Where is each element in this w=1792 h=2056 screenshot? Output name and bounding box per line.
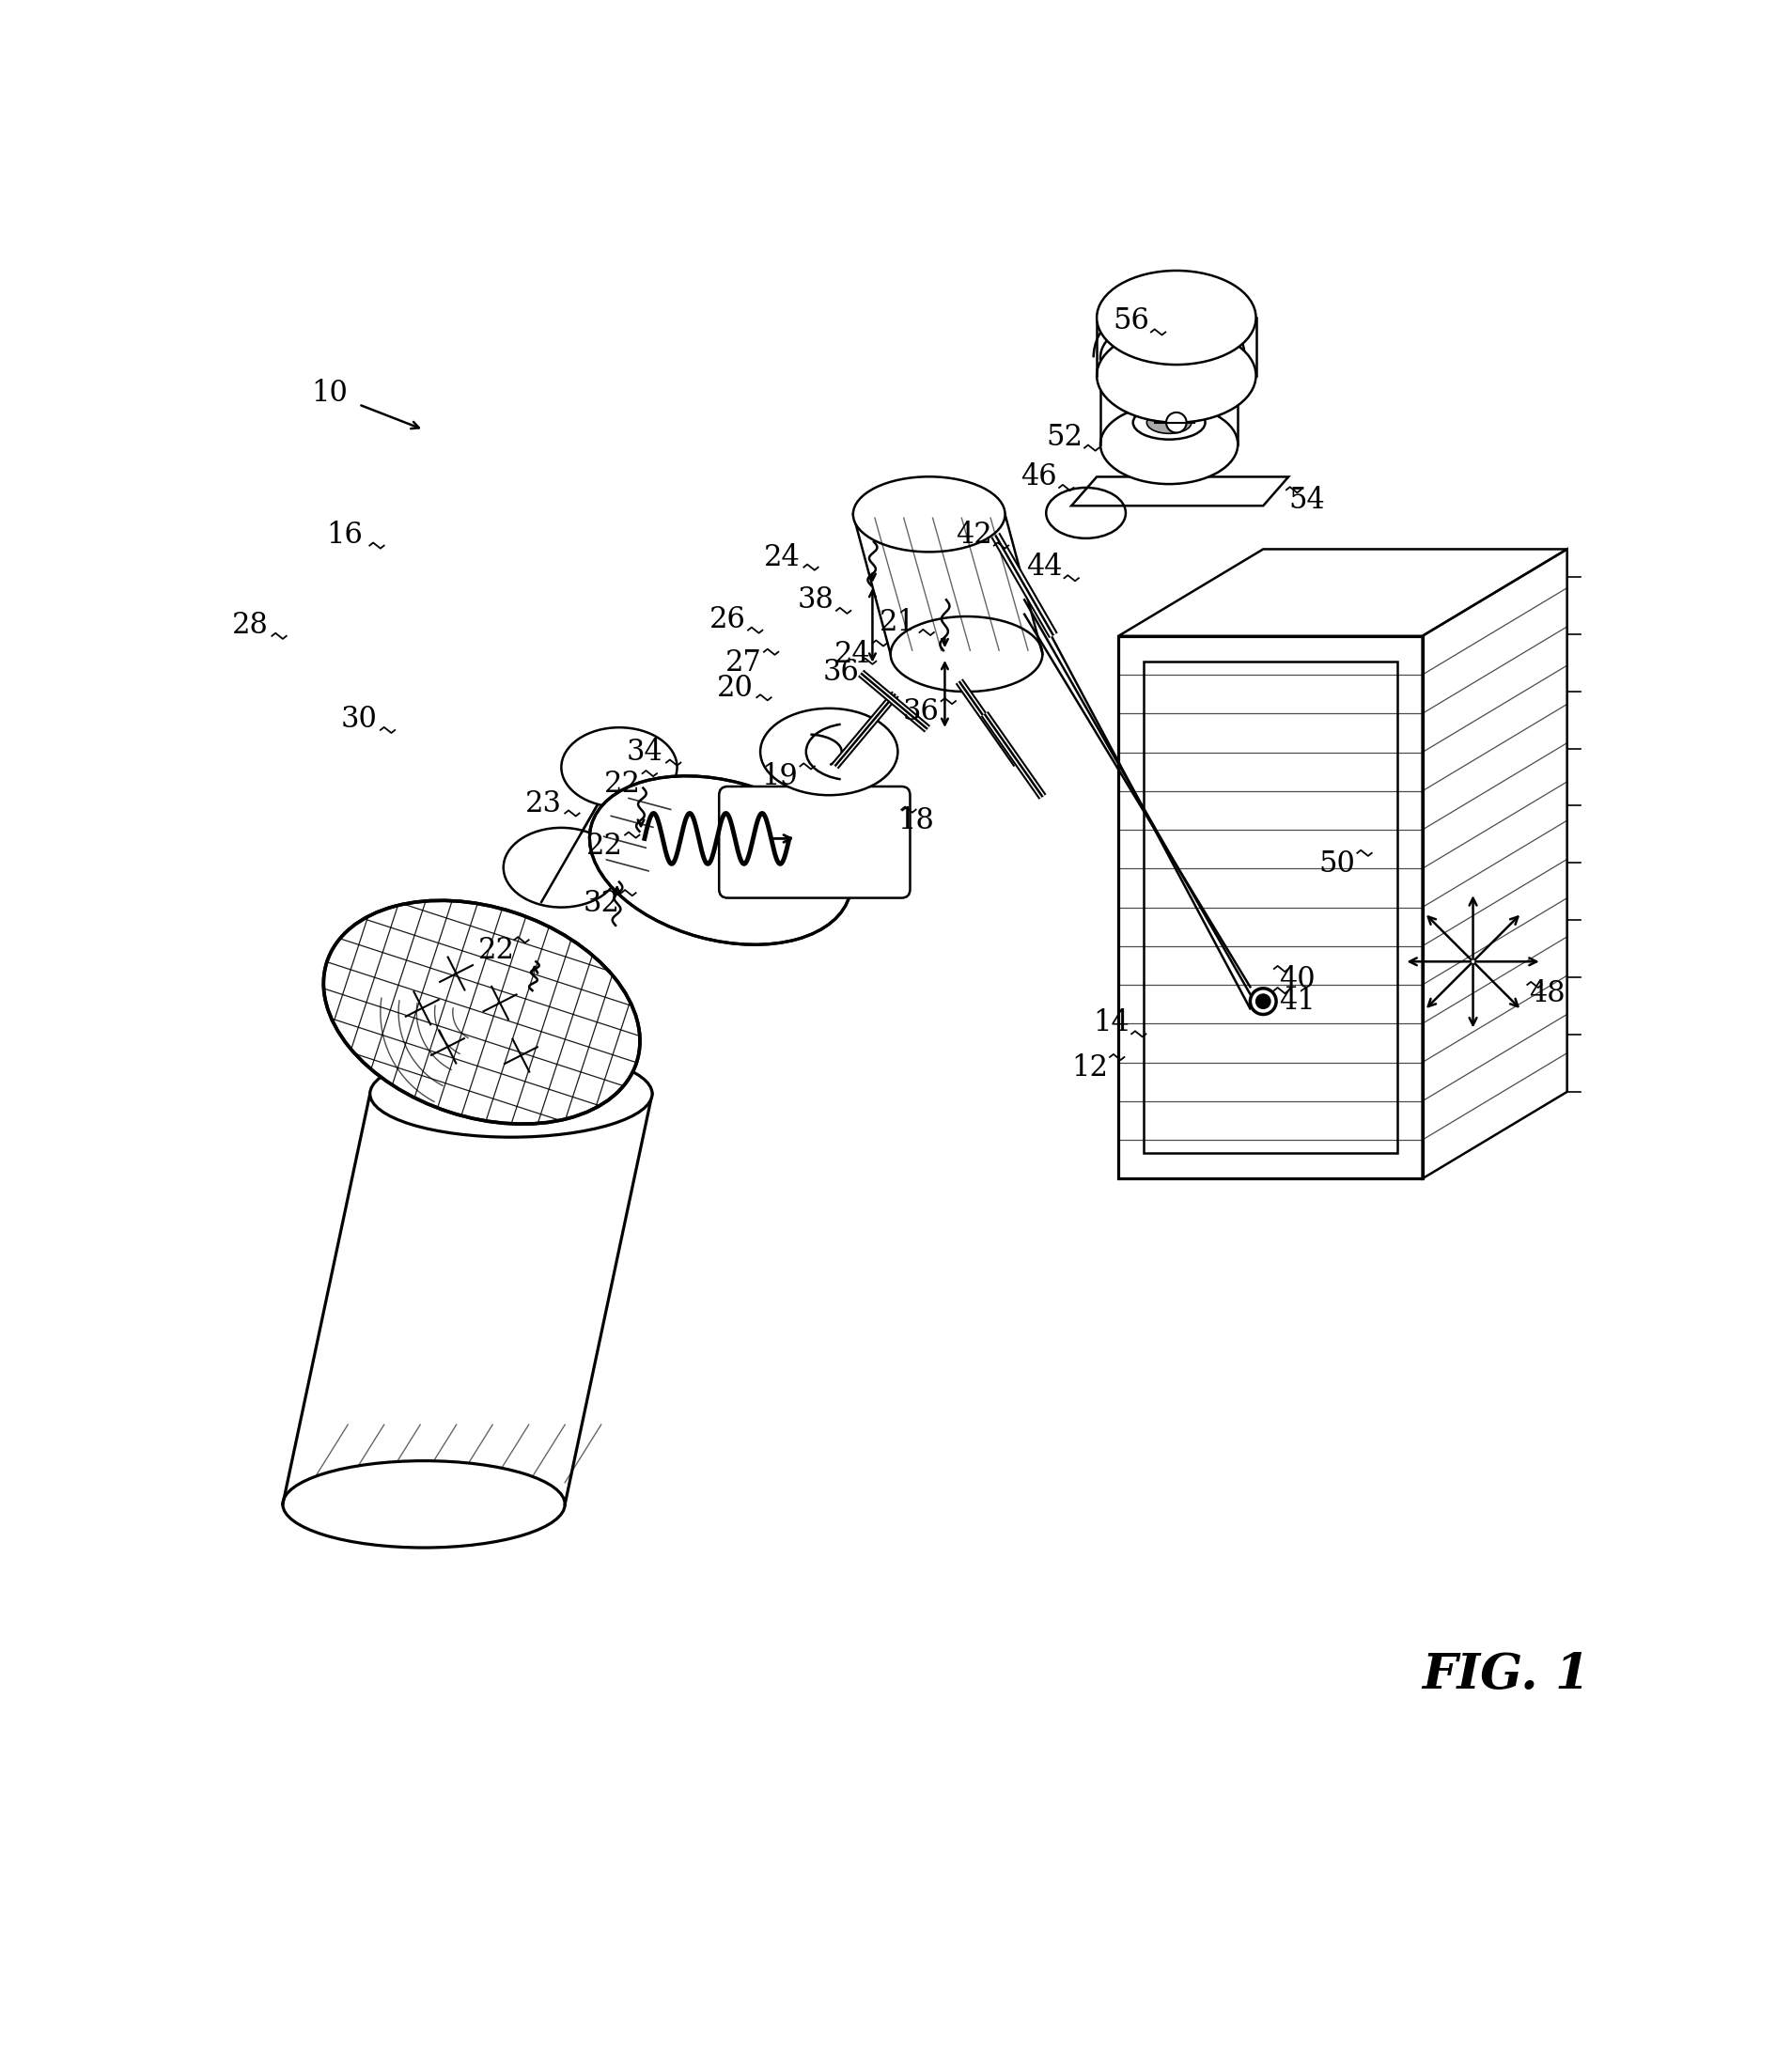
Ellipse shape [1097,329,1256,424]
Text: 44: 44 [1025,553,1063,582]
Ellipse shape [283,1462,564,1548]
Text: 52: 52 [1047,421,1082,452]
Text: 26: 26 [710,604,745,633]
Ellipse shape [760,709,898,796]
Ellipse shape [324,901,640,1125]
Ellipse shape [853,477,1005,551]
Ellipse shape [1047,487,1125,539]
Text: 10: 10 [312,378,348,409]
Text: 48: 48 [1529,979,1564,1009]
Text: 32: 32 [582,888,620,919]
Text: 36: 36 [903,697,939,726]
Circle shape [1167,413,1186,432]
Circle shape [1251,989,1276,1014]
Text: 21: 21 [880,609,916,637]
FancyBboxPatch shape [719,787,910,898]
Text: 23: 23 [525,790,561,818]
Text: 36: 36 [823,658,860,687]
Text: 41: 41 [1279,987,1315,1016]
Ellipse shape [1147,411,1192,434]
Text: 24: 24 [833,639,871,668]
Ellipse shape [1100,317,1238,397]
Text: 20: 20 [717,674,753,703]
Text: 28: 28 [231,611,269,639]
Ellipse shape [590,775,851,944]
Text: 50: 50 [1319,849,1355,878]
Ellipse shape [369,1051,652,1137]
Text: 12: 12 [1072,1053,1107,1084]
Ellipse shape [1100,405,1238,483]
Ellipse shape [891,617,1043,691]
Text: 19: 19 [762,763,797,792]
Text: 38: 38 [797,586,835,615]
Text: 22: 22 [586,831,624,859]
Ellipse shape [1097,271,1256,364]
Ellipse shape [561,728,677,808]
Text: 22: 22 [478,935,514,966]
Text: 46: 46 [1021,463,1057,491]
Text: 34: 34 [627,738,663,767]
Text: 14: 14 [1093,1009,1129,1038]
Ellipse shape [1133,405,1206,440]
Text: 18: 18 [898,806,934,835]
Text: 24: 24 [763,543,801,572]
Text: 27: 27 [726,648,762,676]
Text: 42: 42 [955,520,993,549]
Text: 40: 40 [1279,964,1315,995]
Ellipse shape [504,829,620,907]
Text: FIG. 1: FIG. 1 [1423,1651,1590,1698]
Text: 16: 16 [326,520,362,549]
Text: 22: 22 [604,769,642,800]
Text: 30: 30 [340,705,376,734]
Circle shape [1256,995,1271,1009]
Text: 54: 54 [1288,485,1324,516]
Text: 56: 56 [1113,306,1149,335]
